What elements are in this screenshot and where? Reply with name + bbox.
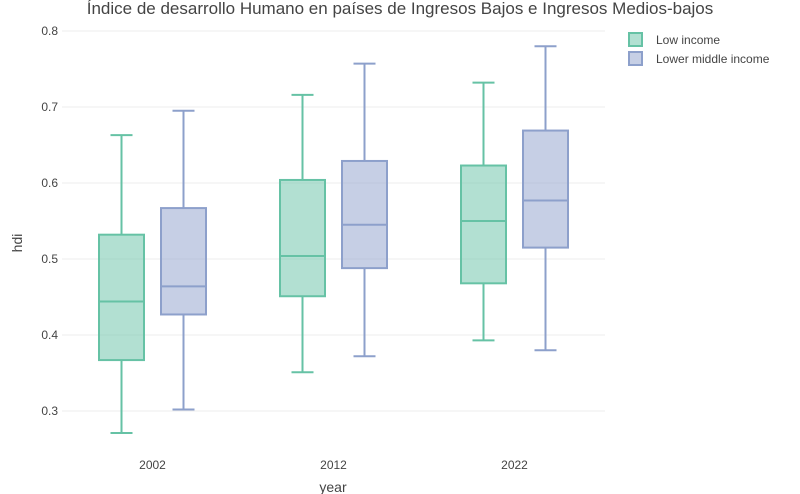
box-lower-middle-income-2022[interactable] bbox=[522, 45, 569, 352]
legend[interactable]: Low income Lower middle income bbox=[628, 32, 770, 66]
legend-swatch bbox=[628, 32, 643, 47]
y-tick-label: 0.7 bbox=[41, 100, 58, 114]
box-low-income-2022[interactable] bbox=[460, 81, 507, 342]
y-axis-label: hdi bbox=[9, 234, 25, 253]
x-tick-label: 2002 bbox=[139, 458, 166, 472]
chart-title: Índice de desarrollo Humano en países de… bbox=[87, 0, 714, 18]
iqr-box bbox=[98, 233, 145, 362]
x-axis-ticks: 2002 2012 2022 bbox=[139, 458, 528, 472]
y-axis-ticks: 0.3 0.4 0.5 0.6 0.7 0.8 bbox=[41, 24, 58, 418]
box-lower-middle-income-2012[interactable] bbox=[341, 62, 388, 358]
iqr-box bbox=[160, 207, 207, 316]
iqr-box bbox=[460, 164, 507, 285]
box-low-income-2012[interactable] bbox=[279, 93, 326, 374]
legend-item-low-income[interactable]: Low income bbox=[628, 32, 720, 47]
y-tick-label: 0.8 bbox=[41, 24, 58, 38]
iqr-box bbox=[522, 129, 569, 249]
iqr-box bbox=[279, 178, 326, 298]
legend-swatch bbox=[628, 51, 643, 66]
y-tick-label: 0.3 bbox=[41, 404, 58, 418]
iqr-box bbox=[341, 159, 388, 270]
y-tick-label: 0.5 bbox=[41, 252, 58, 266]
legend-label: Low income bbox=[656, 33, 720, 47]
box-plots bbox=[98, 45, 569, 435]
y-tick-label: 0.6 bbox=[41, 176, 58, 190]
legend-item-lower-middle-income[interactable]: Lower middle income bbox=[628, 51, 770, 66]
box-low-income-2002[interactable] bbox=[98, 134, 145, 435]
x-tick-label: 2022 bbox=[501, 458, 528, 472]
x-axis-label: year bbox=[319, 479, 347, 494]
x-tick-label: 2012 bbox=[320, 458, 347, 472]
box-lower-middle-income-2002[interactable] bbox=[160, 109, 207, 411]
legend-label: Lower middle income bbox=[656, 52, 770, 66]
gridlines bbox=[62, 30, 605, 412]
y-tick-label: 0.4 bbox=[41, 328, 58, 342]
